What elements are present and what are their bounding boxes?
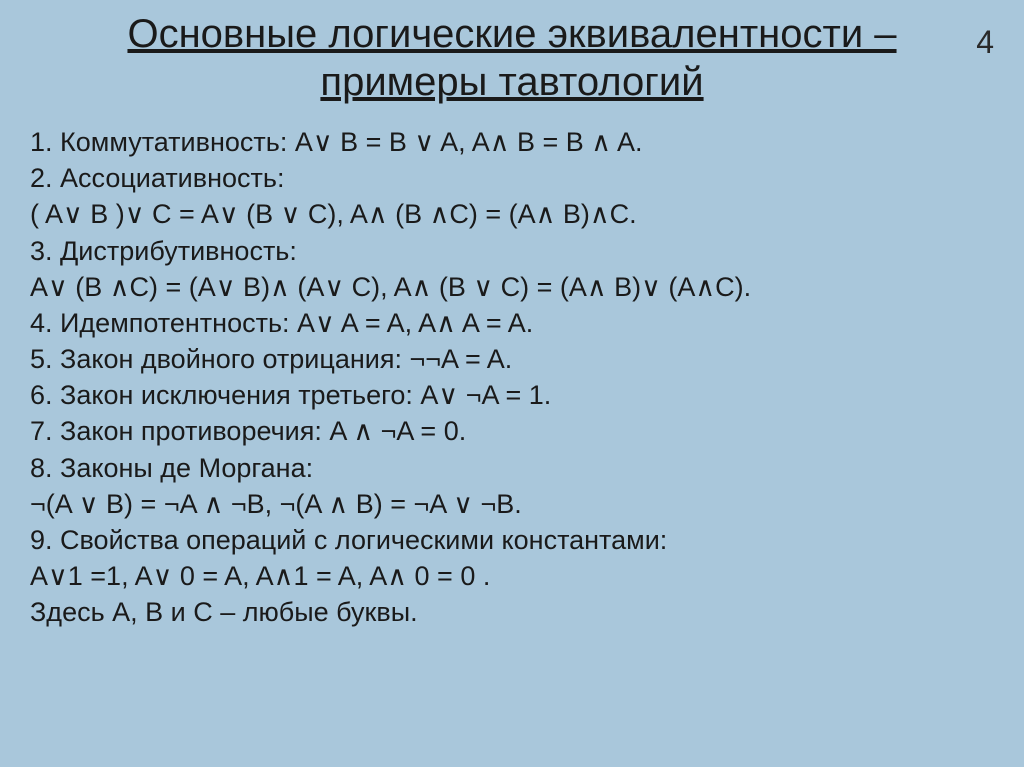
line-10: 8. Законы де Моргана: [30, 450, 994, 486]
slide-title: Основные логические эквивалентности – пр… [70, 10, 954, 106]
slide-body: 1. Коммутативность: A∨ B = B ∨ A, A∧ B =… [30, 124, 994, 630]
line-5: A∨ (B ∧C) = (A∨ B)∧ (A∨ C), A∧ (B ∨ C) =… [30, 269, 994, 305]
line-15: Здесь A, B и C – любые буквы. [30, 594, 994, 630]
line-6: 4. Идемпотентность: A∨ A = A, A∧ A = A. [30, 305, 994, 341]
line-12: 9. Свойства операций с логическими конст… [30, 522, 994, 558]
line-9: 7. Закон противоречия: A ∧ ¬A = 0. [30, 413, 994, 449]
page-number: 4 [976, 24, 994, 61]
line-4: 3. Дистрибутивность: [30, 233, 994, 269]
title-line-2: примеры тавтологий [320, 60, 703, 104]
line-3: ( A∨ B )∨ C = A∨ (B ∨ C), A∧ (B ∧C) = (A… [30, 196, 994, 232]
line-2: 2. Ассоциативность: [30, 160, 994, 196]
line-11: ¬(A ∨ B) = ¬A ∧ ¬B, ¬(A ∧ B) = ¬A ∨ ¬B. [30, 486, 994, 522]
title-line-1: Основные логические эквивалентности – [127, 12, 896, 56]
slide: 4 Основные логические эквивалентности – … [0, 0, 1024, 767]
line-8: 6. Закон исключения третьего: A∨ ¬A = 1. [30, 377, 994, 413]
line-13: A∨1 =1, A∨ 0 = A, A∧1 = A, A∧ 0 = 0 . [30, 558, 994, 594]
line-7: 5. Закон двойного отрицания: ¬¬A = A. [30, 341, 994, 377]
line-1: 1. Коммутативность: A∨ B = B ∨ A, A∧ B =… [30, 124, 994, 160]
